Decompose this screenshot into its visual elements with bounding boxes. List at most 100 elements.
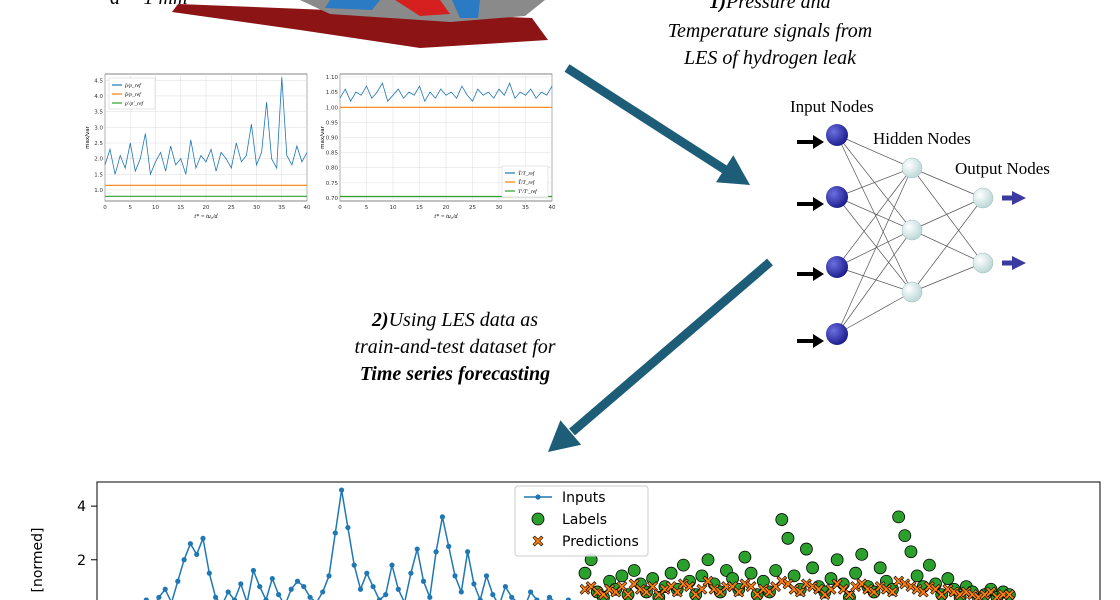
input-node: [826, 124, 848, 146]
prediction-point: [622, 589, 634, 600]
label-point: [898, 529, 912, 543]
nn-edge: [911, 167, 984, 264]
x-tick-label: 15: [416, 205, 423, 211]
input-point: [364, 570, 370, 576]
x-axis-label: t* = tu₀/d: [194, 214, 218, 220]
prediction-point: [745, 581, 757, 593]
input-point: [483, 573, 490, 579]
x-tick-label: 20: [443, 205, 450, 211]
step2-line: Using LES data as: [389, 309, 539, 331]
legend-label: p̄/p_ref: [124, 82, 142, 89]
flow-arrow: [564, 64, 730, 175]
x-tick-label: 40: [304, 205, 311, 211]
nn-edge: [836, 229, 913, 335]
prediction-point: [788, 583, 800, 595]
step2-emphasis: Time series forecasting: [360, 363, 550, 385]
x-tick-label: 30: [496, 205, 503, 211]
label-point: [800, 542, 813, 556]
prediction-point: [616, 581, 628, 593]
nn-edge: [836, 229, 913, 268]
nn-edge: [911, 197, 984, 231]
label-point: [849, 566, 862, 580]
x-tick-label: 40: [549, 205, 556, 211]
y-tick-label: 2: [77, 553, 86, 569]
input-point: [414, 546, 420, 552]
y-tick-label: 0.75: [326, 181, 339, 187]
input-point: [502, 583, 508, 590]
x-tick-label: 5: [365, 205, 369, 211]
input-point: [534, 597, 540, 600]
input-point: [257, 583, 263, 590]
label-point: [806, 561, 819, 575]
y-tick-label: 0.80: [326, 166, 339, 172]
hidden-nodes-label: Hidden Nodes: [873, 129, 971, 148]
input-point: [446, 543, 452, 549]
input-point: [263, 597, 269, 600]
output-arrow-head: [1012, 256, 1026, 270]
output-node: [972, 252, 994, 274]
input-point: [420, 578, 427, 584]
prediction-point: [899, 578, 911, 590]
prediction-point: [757, 583, 769, 595]
hidden-node: [901, 281, 923, 303]
legend-swatch: [535, 494, 541, 500]
x-tick-label: 20: [203, 205, 210, 211]
label-point: [923, 558, 936, 572]
prediction-point: [960, 586, 972, 598]
prediction-point: [800, 578, 812, 590]
prediction-point: [874, 581, 886, 593]
label-point: [664, 566, 678, 580]
step1-number: 1): [709, 0, 726, 13]
hidden-node: [901, 219, 923, 241]
input-point: [509, 594, 515, 600]
prediction-point: [604, 583, 616, 595]
nn-edge: [836, 167, 913, 268]
input-point: [213, 594, 219, 600]
input-point: [528, 589, 534, 595]
step1-line: 1)Pressure and: [709, 0, 831, 13]
input-point: [389, 562, 395, 568]
nn-edge: [836, 167, 913, 335]
label-point: [615, 569, 629, 583]
input-point: [546, 594, 553, 600]
les-field: [325, 0, 380, 10]
prediction-point: [702, 575, 714, 587]
les-field: [395, 0, 450, 16]
label-point: [855, 548, 869, 561]
neural-network: [797, 124, 1026, 348]
input-point: [465, 549, 471, 555]
input-point: [307, 594, 313, 600]
scale-label: d = 1 mm: [110, 0, 187, 9]
y-axis-label: max/var: [85, 125, 91, 148]
x-tick-label: 0: [103, 205, 107, 211]
legend-label: T̄/T_ref: [518, 170, 536, 177]
input-arrow-head: [813, 197, 824, 211]
label-point: [769, 564, 783, 577]
input-point: [187, 541, 193, 547]
y-tick-label: 2.5: [94, 141, 103, 147]
input-point: [225, 589, 231, 595]
prediction-point: [893, 575, 905, 587]
y-tick-label: 0.90: [326, 136, 339, 142]
hidden-node: [901, 157, 923, 179]
prediction-point: [905, 581, 917, 593]
plot-frame: [96, 481, 1101, 600]
nn-edge: [836, 196, 913, 231]
output-node: [972, 187, 994, 209]
legend-swatch: [532, 535, 544, 547]
x-tick-label: 5: [129, 205, 133, 211]
input-point: [200, 535, 206, 541]
output-nodes-label: Output Nodes: [955, 159, 1050, 178]
y-tick-label: 3.5: [94, 110, 103, 116]
input-point: [162, 586, 168, 592]
label-point: [701, 553, 715, 567]
input-point: [250, 567, 256, 574]
forecast-chart: 2 4 [normed] Inputs Labels Predictions: [30, 481, 1101, 600]
input-point: [345, 524, 351, 531]
input-point: [269, 575, 275, 582]
label-point: [578, 566, 592, 580]
prediction-point: [739, 578, 751, 590]
label-point: [941, 572, 955, 585]
prediction-point: [671, 586, 683, 598]
